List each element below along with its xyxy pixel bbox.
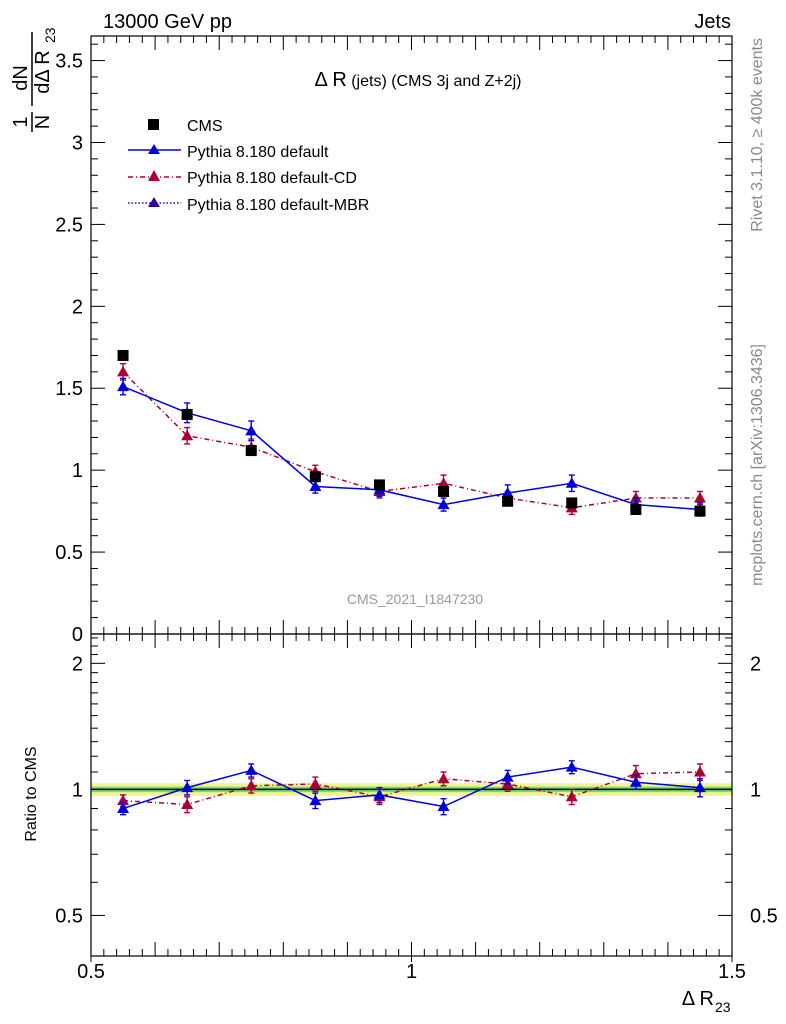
default-point [565,761,578,772]
ylabel-n: N [32,115,54,129]
main-data [117,349,706,517]
cd-point [629,492,642,503]
y-tick-label: 0 [72,624,83,646]
default-point [245,764,258,775]
y-tick-label: 0.5 [55,542,83,564]
cms-point [245,445,257,457]
y-tick-label: 2.5 [55,214,83,236]
ratio-axes: 0.5 0.5 1 1 2 2 0.5 1 1.5 [55,634,778,983]
legend: CMS Pythia 8.180 default Pythia 8.180 de… [128,118,369,214]
default-point [373,788,386,800]
legend-cms-marker [148,119,159,130]
y-tick-label: 3.5 [55,51,83,73]
legend-item-default: Pythia 8.180 default [128,144,329,161]
default-point [309,794,322,806]
default-line [122,766,700,810]
default-point [117,380,130,392]
legend-default-label: Pythia 8.180 default [187,144,329,161]
plot-title-main: Δ R [315,69,347,91]
y-tick-label: 3 [72,132,83,154]
ratio-y-tick-label: 1 [72,779,83,801]
cd-point [693,766,706,777]
default-point [117,802,130,814]
legend-cd-label: Pythia 8.180 default-CD [187,170,357,187]
default-point [309,480,322,492]
legend-mbr-label: Pythia 8.180 default-MBR [187,197,369,214]
header-jets-label: Jets [694,11,731,33]
ratio-y-tick-label: 2 [72,653,83,675]
cd-point [437,772,450,784]
ratio-y-tick-label-right: 0.5 [750,905,778,927]
cms-point [181,408,193,420]
cd-line [122,371,700,509]
rivet-label: Rivet 3.1.10, ≥ 400k events [749,38,766,232]
legend-cd-marker [148,170,160,181]
ylabel-sub: 23 [42,27,58,43]
cms-point [373,479,385,491]
legend-cms-label: CMS [187,118,223,135]
ratio-y-tick-label: 0.5 [55,905,83,927]
plot-title-suffix: (jets) (CMS 3j and Z+2j) [347,73,522,90]
cd-point [565,790,578,802]
cd-point [437,477,450,488]
cd-point [245,779,258,791]
legend-item-mbr: Pythia 8.180 default-MBR [128,197,369,214]
cd-point [181,798,194,810]
default-point [437,498,450,510]
cms-point [502,495,514,507]
cms-point [630,503,642,515]
xlabel-sub: 23 [715,999,731,1015]
legend-default-marker [148,144,160,154]
cd-point [693,492,706,503]
default-point [245,424,258,436]
plot-title: Δ R (jets) (CMS 3j and Z+2j) [315,69,522,91]
cd-point [309,777,322,789]
legend-mbr-marker [148,197,160,207]
cd-point [181,429,194,441]
cms-point [309,471,321,483]
main-axes: 0 0.5 1 1.5 2 2.5 3 3.5 [55,36,733,646]
x-tick-label: 1.5 [718,961,746,983]
ratio-frame [90,633,733,957]
ylabel-dn: dN [10,65,32,91]
x-axis-label: Δ R 23 [682,988,731,1015]
ylabel-ddr: dΔ R [32,50,54,93]
y-tick-label: 2 [72,296,83,318]
y-tick-label: 1.5 [55,378,83,400]
default-point [693,781,706,793]
main-y-axis-label: 1 N dN dΔ R 23 [10,27,58,132]
cms-point [438,485,450,497]
default-point [501,487,514,498]
default-point [181,781,194,793]
cd-point [117,365,130,377]
mcplots-label: mcplots.cern.ch [arXiv:1306.3436] [749,344,766,586]
default-point [629,776,642,787]
default-point [501,771,514,782]
ratio-data [117,760,706,816]
cms-point [694,505,706,517]
cd-line [123,771,700,806]
analysis-watermark: CMS_2021_I1847230 [347,591,483,607]
x-tick-label: 1 [406,961,417,983]
default-point [565,477,578,488]
ylabel-one: 1 [10,116,32,127]
header-energy-label: 13000 GeV pp [103,11,232,33]
default-point [437,800,450,812]
y-tick-label: 1 [72,460,83,482]
legend-item-cd: Pythia 8.180 default-CD [128,170,357,187]
x-tick-label: 0.5 [77,961,105,983]
cms-point [566,497,578,509]
ratio-y-axis-label: Ratio to CMS [23,746,40,841]
ratio-y-tick-label-right: 1 [750,779,761,801]
ratio-y-tick-label-right: 2 [750,653,761,675]
default-line [122,385,700,511]
xlabel-main: Δ R [682,988,714,1010]
legend-item-cms: CMS [148,118,223,135]
cms-point [117,349,129,361]
